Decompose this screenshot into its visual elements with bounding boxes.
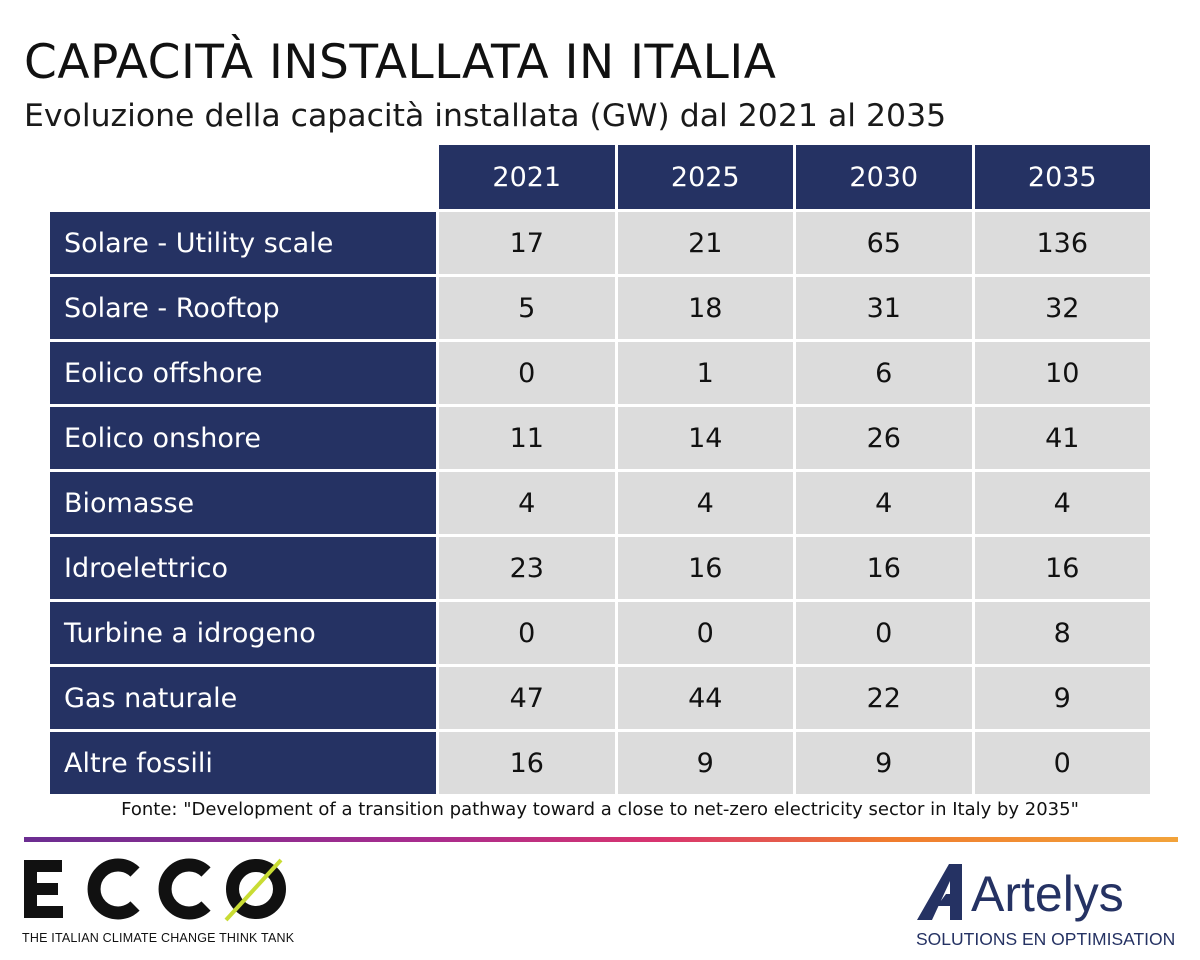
- page-subtitle: Evoluzione della capacità installata (GW…: [24, 98, 947, 134]
- value-cell-2030: 0: [793, 599, 972, 664]
- value-cell-2021: 23: [436, 534, 615, 599]
- value-cell-2025: 9: [614, 729, 793, 794]
- value-cell-2021: 0: [436, 339, 615, 404]
- value-cell-2025: 44: [614, 664, 793, 729]
- table-row: Idroelettrico 23 16 16 16: [50, 534, 1150, 599]
- value-cell-2035: 136: [971, 209, 1150, 274]
- value-cell-2025: 14: [614, 404, 793, 469]
- table-header: 2021 2025 2030 2035: [50, 145, 1150, 209]
- value-cell-2030: 26: [793, 404, 972, 469]
- value-cell-2030: 65: [793, 209, 972, 274]
- page-title: CAPACITÀ INSTALLATA IN ITALIA: [24, 35, 777, 90]
- value-cell-2021: 16: [436, 729, 615, 794]
- table-row: Eolico onshore 11 14 26 41: [50, 404, 1150, 469]
- value-cell-2021: 0: [436, 599, 615, 664]
- capacity-table: 2021 2025 2030 2035 Solare - Utility scale 1…: [50, 145, 1150, 794]
- row-label: Eolico offshore: [50, 339, 436, 404]
- value-cell-2021: 17: [436, 209, 615, 274]
- value-cell-2030: 4: [793, 469, 972, 534]
- value-cell-2035: 9: [971, 664, 1150, 729]
- row-label: Solare - Rooftop: [50, 274, 436, 339]
- value-cell-2035: 16: [971, 534, 1150, 599]
- table-row: Altre fossili 16 9 9 0: [50, 729, 1150, 794]
- column-header-2030: 2030: [793, 145, 972, 209]
- value-cell-2030: 9: [793, 729, 972, 794]
- row-label: Altre fossili: [50, 729, 436, 794]
- value-cell-2025: 16: [614, 534, 793, 599]
- value-cell-2030: 22: [793, 664, 972, 729]
- table-row: Eolico offshore 0 1 6 10: [50, 339, 1150, 404]
- value-cell-2021: 4: [436, 469, 615, 534]
- value-cell-2035: 4: [971, 469, 1150, 534]
- value-cell-2030: 31: [793, 274, 972, 339]
- value-cell-2035: 10: [971, 339, 1150, 404]
- table-body: Solare - Utility scale 17 21 65 136 Solare - …: [50, 209, 1150, 794]
- table-row: Solare - Utility scale 17 21 65 136: [50, 209, 1150, 274]
- artelys-tagline: SOLUTIONS EN OPTIMISATION: [916, 929, 1176, 949]
- header-corner: [50, 145, 436, 209]
- ecco-letter-c2: [158, 858, 211, 920]
- value-cell-2030: 16: [793, 534, 972, 599]
- value-cell-2021: 47: [436, 664, 615, 729]
- ecco-slash: [224, 858, 283, 922]
- ecco-letter-o: [226, 859, 286, 919]
- table-row: Turbine a idrogeno 0 0 0 8: [50, 599, 1150, 664]
- value-cell-2025: 4: [614, 469, 793, 534]
- row-label: Gas naturale: [50, 664, 436, 729]
- row-label: Eolico onshore: [50, 404, 436, 469]
- value-cell-2025: 18: [614, 274, 793, 339]
- value-cell-2035: 41: [971, 404, 1150, 469]
- table-row: Solare - Rooftop 5 18 31 32: [50, 274, 1150, 339]
- table-row: Biomasse 4 4 4 4: [50, 469, 1150, 534]
- column-header-2021: 2021: [436, 145, 615, 209]
- column-header-2025: 2025: [614, 145, 793, 209]
- value-cell-2035: 32: [971, 274, 1150, 339]
- capacity-table-container: 2021 2025 2030 2035 Solare - Utility scale 1…: [50, 145, 1150, 794]
- value-cell-2025: 1: [614, 339, 793, 404]
- column-header-2035: 2035: [971, 145, 1150, 209]
- ecco-letter-e: [24, 860, 63, 918]
- value-cell-2030: 6: [793, 339, 972, 404]
- table-row: Gas naturale 47 44 22 9: [50, 664, 1150, 729]
- row-label: Idroelettrico: [50, 534, 436, 599]
- value-cell-2025: 21: [614, 209, 793, 274]
- artelys-mark: [917, 864, 962, 920]
- value-cell-2035: 8: [971, 599, 1150, 664]
- source-note: Fonte: "Development of a transition path…: [121, 799, 1079, 820]
- row-label: Solare - Utility scale: [50, 209, 436, 274]
- value-cell-2035: 0: [971, 729, 1150, 794]
- ecco-letter-c1: [87, 858, 140, 920]
- header-row: 2021 2025 2030 2035: [50, 145, 1150, 209]
- artelys-wordmark: Artelys: [971, 866, 1124, 922]
- artelys-logo: Artelys: [917, 864, 1124, 922]
- row-label: Biomasse: [50, 469, 436, 534]
- row-label: Turbine a idrogeno: [50, 599, 436, 664]
- ecco-tagline: THE ITALIAN CLIMATE CHANGE THINK TANK: [22, 931, 295, 945]
- value-cell-2021: 5: [436, 274, 615, 339]
- gradient-divider: [24, 837, 1178, 842]
- value-cell-2025: 0: [614, 599, 793, 664]
- ecco-logo: [24, 858, 286, 922]
- value-cell-2021: 11: [436, 404, 615, 469]
